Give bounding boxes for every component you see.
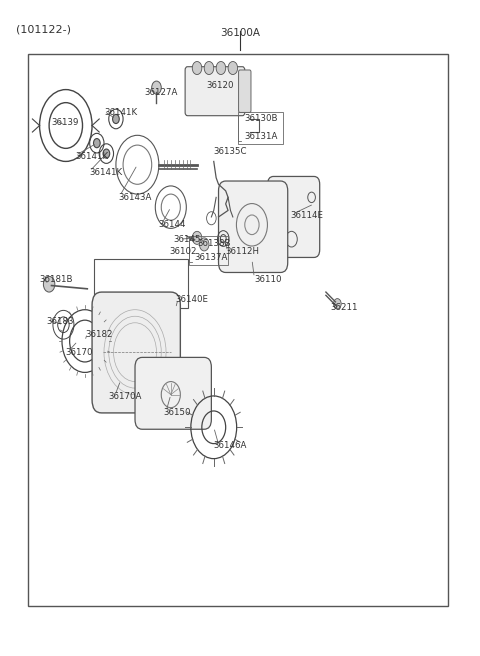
Text: 36183: 36183 (47, 317, 74, 326)
FancyBboxPatch shape (135, 358, 211, 429)
Text: (101122-): (101122-) (16, 24, 71, 34)
Text: 36137A: 36137A (195, 253, 228, 262)
Text: 36138B: 36138B (197, 239, 230, 247)
Text: 36130B: 36130B (245, 114, 278, 123)
Text: 36114E: 36114E (290, 211, 323, 220)
Text: 36182: 36182 (85, 330, 112, 339)
Circle shape (43, 276, 55, 292)
Text: 36170A: 36170A (109, 392, 142, 401)
Text: 36146A: 36146A (214, 441, 247, 450)
Text: 36143A: 36143A (118, 193, 152, 202)
Text: 36170: 36170 (66, 348, 93, 358)
Text: 36112H: 36112H (226, 247, 260, 256)
Text: 36127A: 36127A (144, 89, 178, 97)
Circle shape (216, 62, 226, 75)
Text: 36102: 36102 (169, 247, 197, 256)
Text: 36141K: 36141K (90, 168, 123, 177)
Text: 36140E: 36140E (176, 295, 209, 304)
Circle shape (94, 138, 100, 148)
FancyBboxPatch shape (268, 176, 320, 257)
Text: 36120: 36120 (206, 81, 234, 89)
Circle shape (204, 62, 214, 75)
Text: 36150: 36150 (164, 409, 191, 417)
Text: 36141K: 36141K (104, 108, 137, 117)
FancyBboxPatch shape (239, 70, 251, 112)
Circle shape (199, 238, 209, 251)
Text: 36144: 36144 (159, 220, 186, 230)
Circle shape (228, 62, 238, 75)
Circle shape (113, 114, 119, 123)
Circle shape (192, 232, 202, 245)
Text: 36181B: 36181B (39, 274, 73, 283)
Text: 36145: 36145 (173, 235, 201, 243)
Text: 36139: 36139 (51, 117, 79, 127)
Circle shape (334, 298, 341, 309)
Text: 36135C: 36135C (214, 147, 247, 156)
Text: 36141K: 36141K (75, 152, 108, 161)
FancyBboxPatch shape (92, 292, 180, 413)
Circle shape (192, 62, 202, 75)
Circle shape (103, 149, 110, 158)
FancyBboxPatch shape (218, 181, 288, 272)
Text: 36110: 36110 (254, 274, 282, 283)
Text: 36100A: 36100A (220, 28, 260, 37)
Circle shape (152, 81, 161, 94)
FancyBboxPatch shape (185, 67, 245, 115)
Text: 36211: 36211 (331, 302, 358, 312)
Text: 36131A: 36131A (245, 132, 278, 141)
